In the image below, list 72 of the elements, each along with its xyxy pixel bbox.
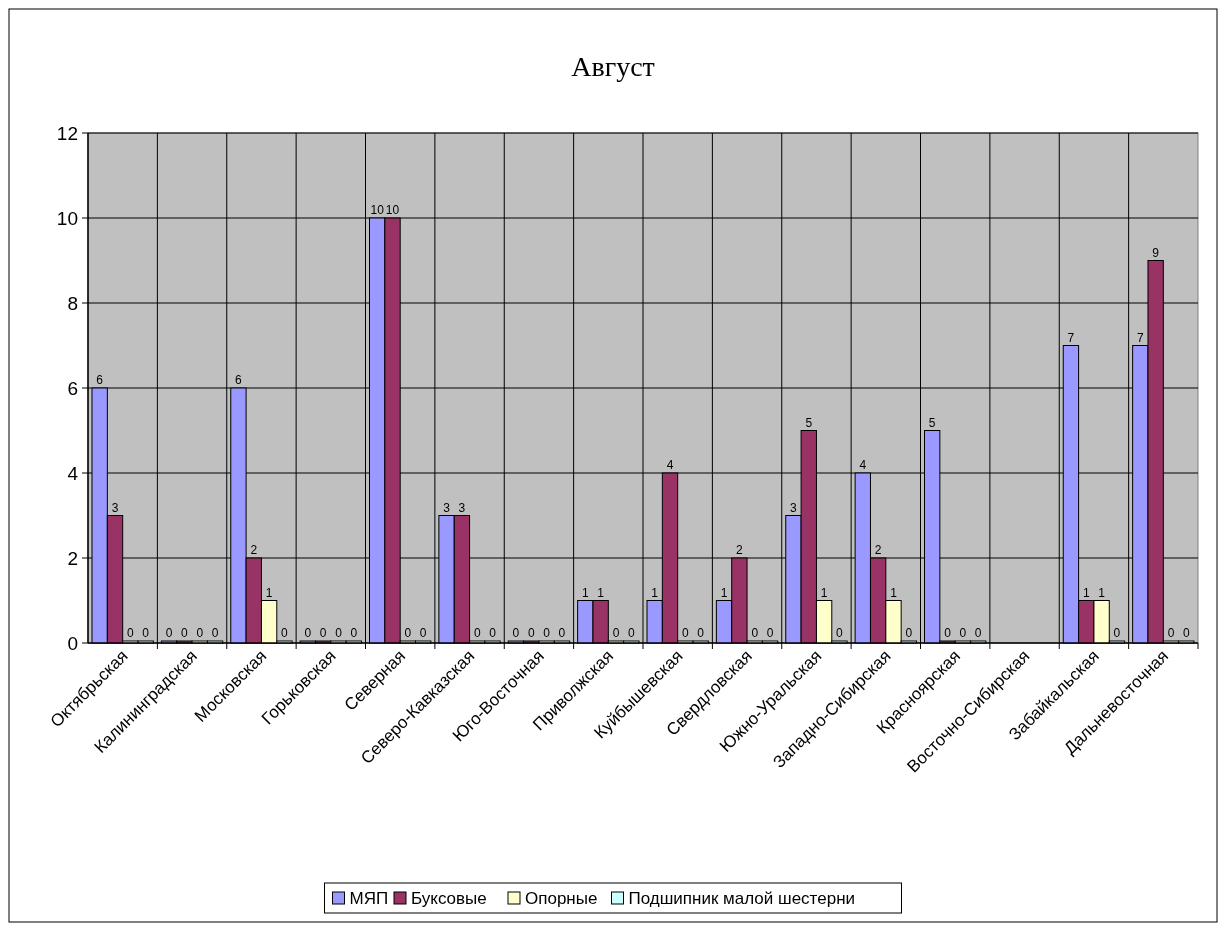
y-tick-label: 2 (67, 547, 78, 569)
legend-label: МЯП (349, 888, 389, 908)
data-label: 0 (836, 626, 844, 640)
legend-label: Буксовые (411, 888, 487, 908)
y-tick-label: 4 (67, 462, 79, 484)
y-tick-label: 0 (67, 632, 78, 654)
data-label: 1 (720, 585, 728, 600)
data-label: 0 (1113, 626, 1121, 640)
chart-title: Август (571, 51, 655, 82)
data-label: 1 (890, 585, 898, 600)
data-label: 1 (265, 585, 273, 600)
data-label: 9 (1152, 245, 1160, 260)
data-label: 0 (211, 626, 219, 640)
data-label: 0 (543, 626, 551, 640)
data-label: 0 (682, 626, 690, 640)
y-tick-label: 8 (67, 292, 78, 314)
data-label: 10 (370, 203, 385, 217)
y-tick-label: 12 (56, 122, 78, 144)
data-label: 1 (597, 585, 605, 600)
data-label: 2 (736, 543, 744, 557)
data-label: 5 (805, 415, 813, 430)
data-label: 0 (489, 626, 497, 640)
data-label: 1 (1098, 585, 1106, 600)
data-label: 0 (751, 626, 759, 640)
data-label: 0 (196, 626, 204, 640)
data-label: 10 (385, 203, 400, 217)
data-label: 0 (419, 626, 427, 640)
data-label: 2 (250, 543, 258, 557)
data-label: 0 (527, 626, 535, 640)
legend-label: Опорные (525, 888, 598, 908)
data-label: 0 (1167, 626, 1175, 640)
data-label: 2 (874, 543, 882, 557)
data-label: 3 (111, 500, 119, 515)
data-label: 0 (350, 626, 358, 640)
data-label: 0 (335, 626, 343, 640)
data-label: 6 (96, 373, 104, 387)
data-label: 0 (473, 626, 481, 640)
data-label: 7 (1067, 330, 1075, 345)
data-label: 1 (820, 585, 828, 600)
y-tick-label: 6 (67, 377, 78, 399)
data-label: 0 (944, 626, 952, 640)
data-label: 1 (651, 585, 659, 600)
data-label: 0 (304, 626, 312, 640)
data-label: 0 (974, 626, 982, 640)
data-label: 0 (165, 626, 173, 640)
data-label: 0 (905, 626, 913, 640)
data-label: 1 (581, 585, 589, 600)
data-label: 3 (458, 500, 466, 515)
data-label: 6 (235, 373, 243, 387)
data-label: 1 (1082, 585, 1090, 600)
data-label: 0 (404, 626, 412, 640)
data-label: 0 (512, 626, 520, 640)
data-label: 0 (627, 626, 635, 640)
data-label: 7 (1136, 330, 1144, 345)
data-label: 4 (666, 458, 674, 472)
data-label: 0 (558, 626, 566, 640)
data-label: 0 (697, 626, 705, 640)
data-label: 0 (319, 626, 327, 640)
data-label: 0 (612, 626, 620, 640)
data-label: 0 (959, 626, 967, 640)
data-label: 0 (1182, 626, 1190, 640)
y-tick-label: 10 (56, 207, 78, 229)
data-label: 5 (928, 415, 936, 430)
data-label: 0 (142, 626, 150, 640)
legend-label: Подшипник малой шестерни (628, 888, 856, 908)
data-label: 0 (281, 626, 289, 640)
data-label: 3 (790, 500, 798, 515)
data-label: 0 (127, 626, 135, 640)
data-label: 3 (443, 500, 451, 515)
data-label: 4 (859, 458, 867, 472)
data-label: 0 (181, 626, 189, 640)
data-label: 0 (766, 626, 774, 640)
